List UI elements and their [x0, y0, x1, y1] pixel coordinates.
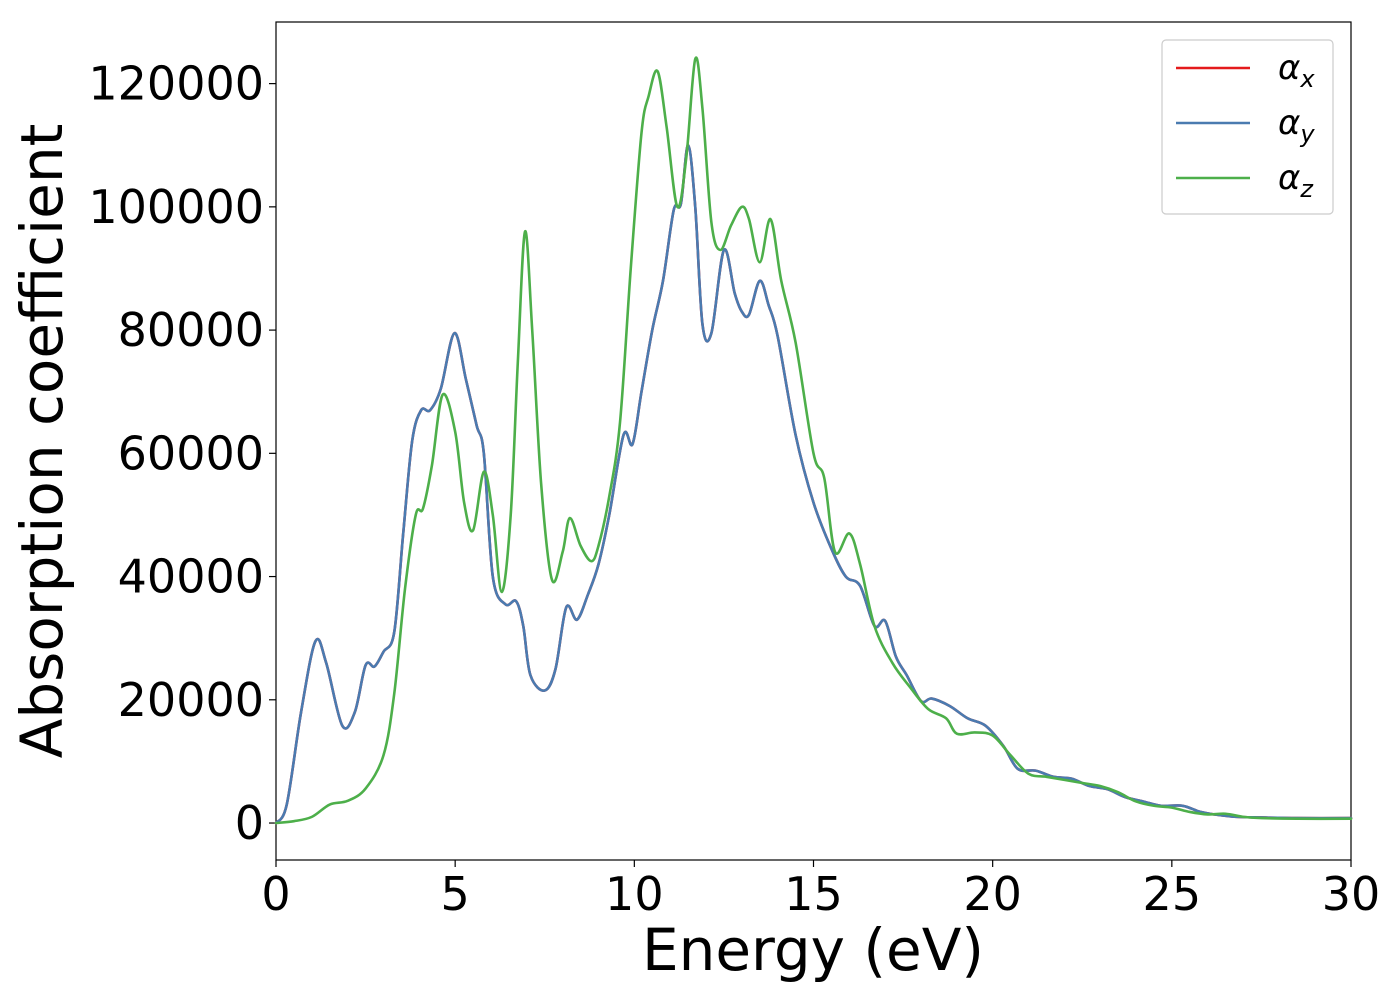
y-tick-label: 0 — [235, 796, 264, 850]
y-tick-label: 20000 — [118, 673, 264, 727]
y-tick-label: 40000 — [118, 550, 264, 604]
legend-label-x: αx — [1278, 48, 1315, 93]
y-tick-label: 120000 — [88, 57, 264, 111]
series-line-y — [274, 143, 1353, 825]
x-tick-label: 15 — [784, 867, 843, 921]
x-tick-label: 25 — [1143, 867, 1202, 921]
legend-label-y: αy — [1278, 103, 1315, 148]
series-line-z — [274, 56, 1353, 825]
x-tick-label: 10 — [605, 867, 664, 921]
x-tick-label: 0 — [261, 867, 290, 921]
y-axis: 0 20000 40000 60000 80000 100000 120000 — [88, 57, 276, 850]
series-line-x — [274, 143, 1353, 825]
x-axis-title: Energy (eV) — [642, 916, 984, 984]
legend-label-z: αz — [1278, 158, 1314, 203]
y-tick-label: 60000 — [118, 426, 264, 480]
y-axis-title: Absorption coefficient — [8, 124, 76, 759]
legend: αx αy αz — [1161, 39, 1334, 215]
y-tick-label: 100000 — [88, 180, 264, 234]
x-tick-label: 5 — [441, 867, 470, 921]
x-axis: 0 5 10 15 20 25 30 — [261, 860, 1380, 921]
legend-box — [1161, 39, 1334, 215]
x-tick-label: 30 — [1322, 867, 1381, 921]
x-tick-label: 20 — [963, 867, 1022, 921]
y-tick-label: 80000 — [118, 303, 264, 357]
series-lines — [274, 56, 1353, 825]
